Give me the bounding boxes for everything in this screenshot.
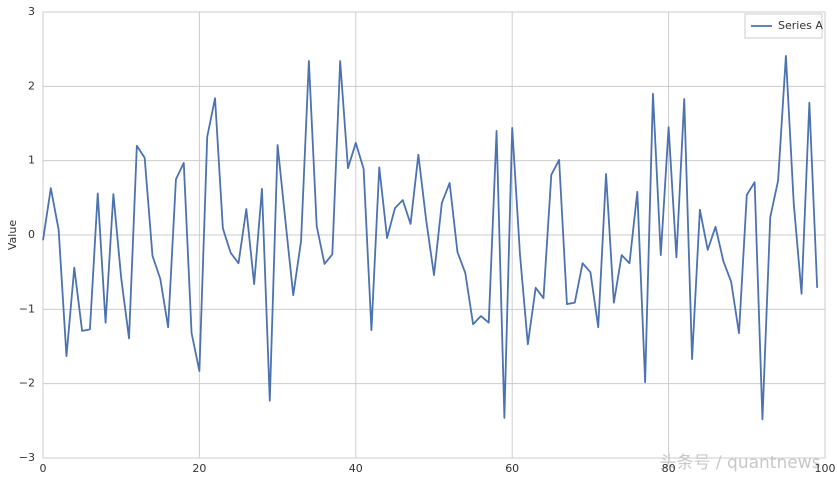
watermark: 头条号 / quantnews xyxy=(660,453,821,473)
y-tick-label: 1 xyxy=(28,154,35,167)
x-tick-label: 40 xyxy=(349,462,363,475)
y-tick-label: 0 xyxy=(28,228,35,241)
x-tick-label: 0 xyxy=(40,462,47,475)
y-tick-label: −1 xyxy=(19,302,35,315)
x-tick-label: 20 xyxy=(192,462,206,475)
legend: Series A xyxy=(744,13,823,39)
x-tick-label: 80 xyxy=(662,462,676,475)
x-tick-label: 60 xyxy=(505,462,519,475)
legend-label: Series A xyxy=(778,19,823,32)
y-tick-label: −2 xyxy=(19,377,35,390)
y-tick-label: 2 xyxy=(28,79,35,92)
y-tick-label: −3 xyxy=(19,451,35,464)
data-line xyxy=(42,54,819,421)
y-tick-label: 3 xyxy=(28,5,35,18)
x-tick-label: 100 xyxy=(815,462,836,475)
y-axis-label: Value xyxy=(6,220,19,250)
